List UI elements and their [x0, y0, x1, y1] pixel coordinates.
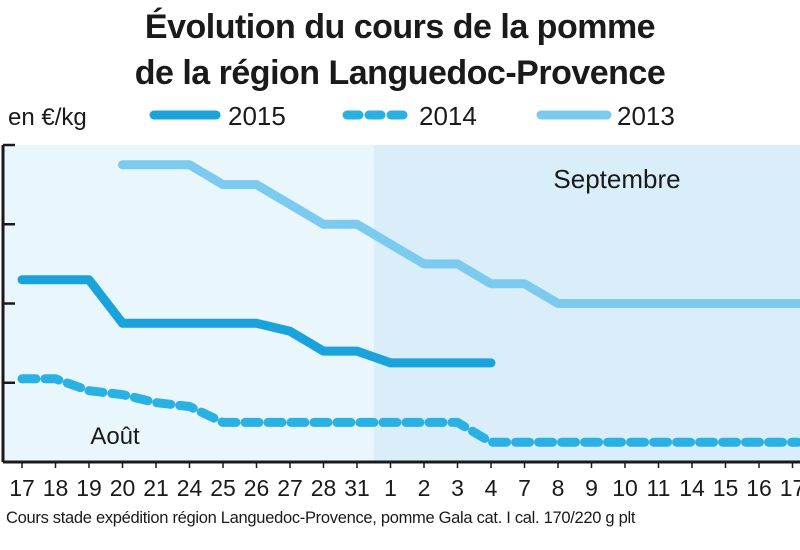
legend-label-2015: 2015 [228, 101, 286, 131]
x-tick-label: 24 [177, 475, 203, 501]
x-tick-label: 17 [9, 475, 35, 501]
series-line-2015 [17, 275, 496, 368]
x-tick-label: 8 [552, 475, 565, 501]
y-axis-unit-label: en €/kg [8, 104, 87, 131]
x-tick-label: 17 [780, 475, 800, 501]
x-tick-label: 19 [76, 475, 102, 501]
series-line-2014 [17, 374, 800, 447]
plot-area-aout [3, 145, 374, 462]
legend-swatch-2015 [149, 110, 221, 120]
x-tick-label: 28 [311, 475, 337, 501]
x-tick-label: 25 [210, 475, 236, 501]
x-tick-label: 27 [277, 475, 303, 501]
x-tick-label: 2 [418, 475, 431, 501]
x-tick-label: 14 [679, 475, 705, 501]
series-line-2013 [118, 160, 800, 308]
period-label-septembre: Septembre [553, 164, 680, 194]
line-chart: 17 18 19 20 21 24 25 26 27 28 31 1 2 3 4 7 8 9 10 11 14 15 16 1… [1, 143, 800, 501]
x-tick-label: 26 [244, 475, 270, 501]
x-tick-label: 20 [110, 475, 136, 501]
x-tick-label: 11 [647, 475, 671, 501]
x-tick-label: 31 [344, 475, 370, 501]
legend-label-2013: 2013 [617, 101, 675, 131]
x-tick-label: 21 [143, 475, 169, 501]
chart-title: Évolution du cours de la pomme de la rég… [0, 4, 800, 96]
x-tick-label: 18 [43, 475, 69, 501]
x-tick-label: 9 [585, 475, 598, 501]
x-tick-label: 4 [485, 475, 498, 501]
x-tick-label: 10 [612, 475, 638, 501]
period-label-aout: Août [90, 423, 140, 450]
source-note: Cours stade expédition région Languedoc-… [6, 509, 636, 527]
legend-label-2014: 2014 [419, 101, 477, 131]
x-tick-label: 15 [713, 475, 739, 501]
x-tick-label: 1 [384, 475, 397, 501]
chart-title-line-1: Évolution du cours de la pomme [144, 8, 656, 46]
legend-swatch-2013 [536, 110, 612, 120]
legend: 2015 2014 2013 [0, 101, 800, 133]
chart-title-line-2: de la région Languedoc-Provence [134, 54, 666, 92]
x-tick-label: 7 [518, 475, 531, 501]
x-tick-label: 16 [746, 475, 772, 501]
x-tick-label: 3 [451, 475, 464, 501]
legend-swatch-2014 [342, 110, 414, 120]
